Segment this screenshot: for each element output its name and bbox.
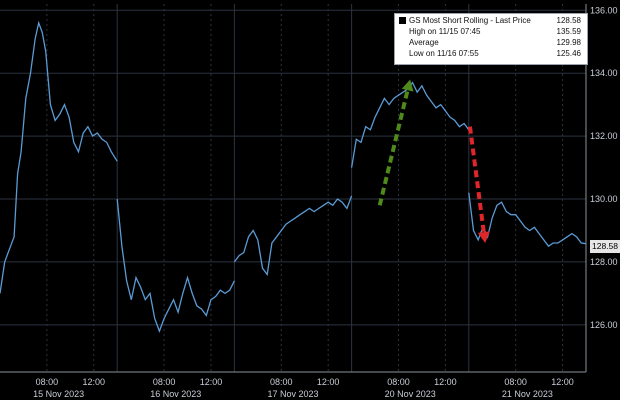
day-label: 20 Nov 2023 <box>385 389 436 399</box>
y-tick-label: 132.00 <box>590 131 618 141</box>
legend-high-value: 135.59 <box>556 27 581 36</box>
annotation-arrow-shaft <box>377 89 410 206</box>
series-line <box>233 195 353 277</box>
series-line <box>350 81 470 168</box>
legend-average-label: Average <box>409 38 439 47</box>
y-tick-label: 136.00 <box>590 5 618 15</box>
x-tick-label: 08:00 <box>504 377 527 387</box>
x-tick-label: 12:00 <box>434 377 457 387</box>
x-tick-label: 12:00 <box>82 377 105 387</box>
legend-average-value: 129.98 <box>556 38 581 47</box>
y-tick-label: 126.00 <box>590 320 618 330</box>
x-tick-label: 12:00 <box>317 377 340 387</box>
annotation-arrow-head <box>401 79 414 92</box>
legend: GS Most Short Rolling - Last Price 128.5… <box>394 13 588 65</box>
legend-title: GS Most Short Rolling - Last Price <box>409 16 531 25</box>
annotation-arrow-shaft <box>467 126 486 233</box>
annotation-arrow-head <box>477 231 490 244</box>
legend-high-label: High on 11/15 07:45 <box>409 27 481 36</box>
y-tick-label: 128.00 <box>590 257 618 267</box>
day-label: 21 Nov 2023 <box>502 389 553 399</box>
x-tick-label: 12:00 <box>551 377 574 387</box>
x-tick-label: 08:00 <box>153 377 176 387</box>
legend-low-value: 125.46 <box>556 49 581 58</box>
day-label: 16 Nov 2023 <box>150 389 201 399</box>
x-tick-label: 12:00 <box>200 377 223 387</box>
x-tick-label: 08:00 <box>387 377 410 387</box>
legend-low-label: Low on 11/16 07:55 <box>409 49 479 58</box>
series-line <box>116 198 235 333</box>
day-label: 15 Nov 2023 <box>33 389 84 399</box>
y-tick-label: 130.00 <box>590 194 618 204</box>
x-tick-label: 08:00 <box>36 377 59 387</box>
day-label: 17 Nov 2023 <box>267 389 318 399</box>
legend-last-value: 128.58 <box>556 16 581 25</box>
y-tick-label: 134.00 <box>590 68 618 78</box>
last-price-tag: 128.58 <box>590 240 620 253</box>
legend-swatch <box>399 17 406 24</box>
series-line <box>0 20 118 294</box>
x-tick-label: 08:00 <box>270 377 293 387</box>
